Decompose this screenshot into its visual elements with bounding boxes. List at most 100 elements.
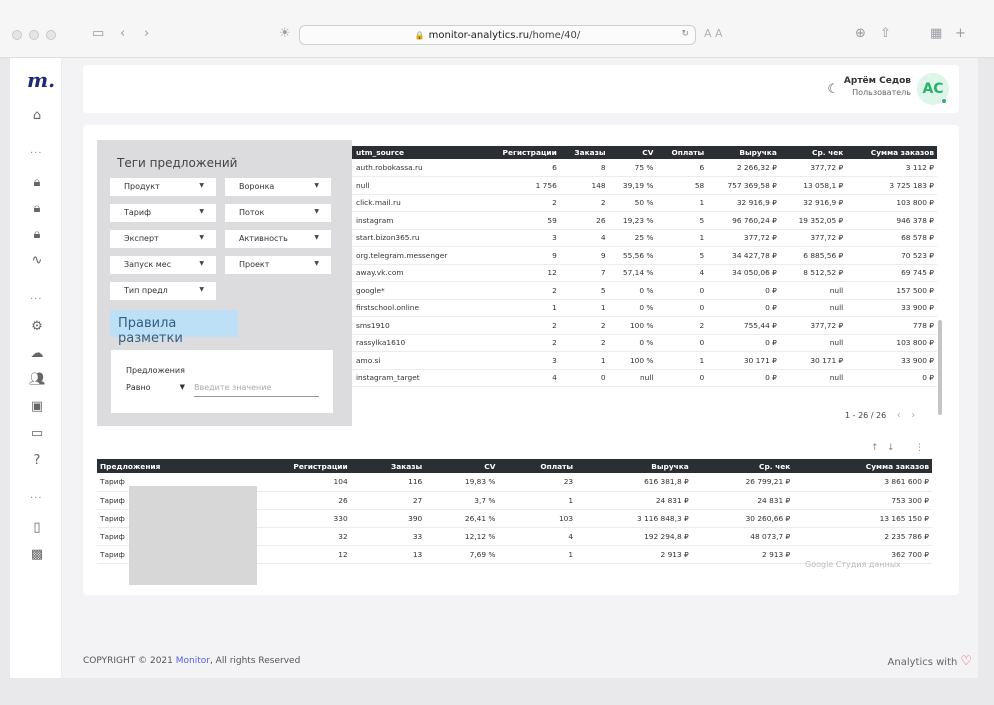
table-cell: 377,72 ₽ [779, 316, 847, 335]
cloud-icon[interactable]: ☁ [30, 346, 44, 361]
lock-icon[interactable]: 🔒︎ [33, 175, 41, 190]
table-row[interactable]: click.mail.ru 2 2 50 % 1 32 916,9 ₽32 916,9 ₽… [352, 194, 937, 212]
dropdown-project[interactable]: Проект ▼ [225, 256, 331, 274]
offer-value-input[interactable]: Введите значение [194, 383, 319, 397]
column-header[interactable]: Предложения [97, 459, 230, 473]
table-row[interactable]: null 1 756 148 39,19 % 58 757 369,58 ₽13 058,… [352, 176, 937, 195]
table-row[interactable]: instagram 59 26 19,23 % 5 96 760,24 ₽19 352,0… [352, 211, 937, 230]
sort-up-icon[interactable]: ↑ [871, 443, 879, 453]
table-cell: 32 916,9 ₽ [779, 194, 847, 212]
avatar[interactable]: AC [917, 73, 949, 105]
table-cell: 2 [559, 316, 609, 335]
lock-icon[interactable]: 🔒︎ [33, 227, 41, 242]
column-header[interactable]: Ср. чек [691, 459, 794, 473]
column-header[interactable]: Оплаты [656, 146, 708, 159]
column-header[interactable]: utm_source [352, 146, 481, 159]
table-cell: 30 260,66 ₽ [691, 509, 794, 529]
table-row[interactable]: instagram_target 4 0 null 0 0 ₽ null 0 ₽ [352, 369, 937, 387]
zoom-window-button[interactable] [46, 30, 56, 40]
table-row[interactable]: sms1910 2 2 100 % 2 755,44 ₽377,72 ₽778 ₽ [352, 316, 937, 335]
table-cell: 377,72 ₽ [779, 159, 847, 177]
column-header[interactable]: Ср. чек [779, 146, 847, 159]
table-row[interactable]: org.telegram.messenger 9 9 55,56 % 5 34 427,7… [352, 246, 937, 265]
back-icon[interactable]: ‹ [120, 26, 126, 41]
lock-icon[interactable]: 🔒︎ [33, 201, 41, 216]
brand-link[interactable]: Monitor [175, 656, 210, 666]
column-header[interactable]: Сумма заказов [846, 146, 937, 159]
table-cell: 3 112 ₽ [846, 159, 937, 177]
tabs-icon[interactable]: ▦ [930, 26, 943, 41]
table-cell: 778 ₽ [846, 316, 937, 335]
dropdown-product[interactable]: Продукт ▼ [110, 178, 216, 196]
phone-icon[interactable]: ▯ [33, 520, 41, 535]
brightness-icon[interactable]: ☀ [279, 26, 291, 41]
table-row[interactable]: rassylka1610 2 2 0 % 0 0 ₽ null 103 800 ₽ [352, 334, 937, 352]
column-header[interactable]: Заказы [350, 459, 426, 473]
offer-operator-select[interactable]: Равно ▼ [126, 383, 187, 392]
column-header[interactable]: Сумма заказов [793, 459, 932, 473]
users-icon[interactable]: 👥︎ [29, 372, 46, 387]
qr-icon[interactable]: ▩ [30, 547, 44, 562]
column-header[interactable]: Регистрации [229, 459, 351, 473]
table-row[interactable]: start.bizon365.ru 3 4 25 % 1 377,72 ₽377,72 ₽… [352, 229, 937, 247]
dropdown-tariff[interactable]: Тариф ▼ [110, 204, 216, 222]
next-page-icon[interactable]: › [911, 410, 916, 421]
dropdown-expert[interactable]: Эксперт ▼ [110, 230, 216, 248]
close-window-button[interactable] [12, 30, 22, 40]
table-cell: 13 165 150 ₽ [793, 509, 932, 529]
sort-down-icon[interactable]: ↓ [887, 443, 895, 453]
filters-title: Теги предложений [117, 156, 238, 170]
table-cell: 2 913 ₽ [691, 545, 794, 565]
table-cell: 9 [480, 246, 560, 265]
app-logo[interactable]: m. [27, 68, 56, 92]
table-row[interactable]: google* 2 5 0 % 0 0 ₽ null 157 500 ₽ [352, 281, 937, 300]
caret-down-icon: ▼ [314, 208, 319, 215]
forward-icon[interactable]: › [144, 26, 150, 41]
table-scrollbar[interactable] [938, 320, 942, 415]
dropdown-activity[interactable]: Активность ▼ [225, 230, 331, 248]
reader-icons[interactable]: A A [704, 27, 723, 40]
column-header[interactable]: CV [608, 146, 657, 159]
column-header[interactable]: CV [425, 459, 499, 473]
more-options-icon[interactable]: ⋮ [915, 443, 924, 453]
table-cell: 0 ₽ [707, 281, 780, 300]
table-row[interactable]: firstschool.online 1 1 0 % 0 0 ₽ null 33 900 ₽ [352, 299, 937, 317]
markup-rules-button[interactable]: Правила разметки [110, 310, 238, 346]
column-header[interactable]: Выручка [576, 459, 692, 473]
share-icon[interactable]: ⇧ [880, 26, 891, 41]
user-info[interactable]: Артём Седов Пользователь [844, 76, 911, 97]
table-row[interactable]: away.vk.com 12 7 57,14 % 4 34 050,06 ₽8 512,5… [352, 264, 937, 282]
column-header[interactable]: Заказы [559, 146, 609, 159]
address-bar[interactable]: 🔒 monitor-analytics.ru /home/40/ ↻ [299, 25, 696, 45]
minimize-window-button[interactable] [29, 30, 39, 40]
board-icon[interactable]: ▣ [30, 399, 44, 414]
prev-page-icon[interactable]: ‹ [896, 410, 901, 421]
monitor-icon[interactable]: ▭ [30, 426, 44, 441]
filters-panel: Теги предложений Продукт ▼ Воронка ▼ Тариф… [97, 140, 352, 426]
caret-down-icon: ▼ [314, 260, 319, 267]
activity-icon[interactable]: ∿ [31, 253, 43, 268]
column-header[interactable]: Выручка [707, 146, 780, 159]
dropdown-launch-month[interactable]: Запуск мес ▼ [110, 256, 216, 274]
column-header[interactable]: Оплаты [498, 459, 577, 473]
moon-icon[interactable]: ☾ [827, 82, 839, 97]
column-header[interactable]: Регистрации [480, 146, 560, 159]
table-cell: 0 [559, 369, 609, 387]
help-icon[interactable]: ? [33, 453, 41, 468]
table-cell: 26,41 % [425, 509, 499, 529]
download-icon[interactable]: ⊕ [855, 26, 866, 41]
table-cell: 4 [656, 264, 708, 282]
dropdown-offer-type[interactable]: Тип предл ▼ [110, 282, 216, 300]
dropdown-funnel[interactable]: Воронка ▼ [225, 178, 331, 196]
sidebar-toggle-icon[interactable]: ▭ [92, 26, 105, 41]
url-domain: monitor-analytics.ru [428, 29, 530, 41]
redacted-block [129, 486, 257, 585]
table-cell: 753 300 ₽ [793, 491, 932, 510]
table-row[interactable]: auth.robokassa.ru 6 8 75 % 6 2 266,32 ₽377,72… [352, 159, 937, 177]
home-icon[interactable]: ⌂ [32, 108, 42, 123]
table-row[interactable]: amo.si 3 1 100 % 1 30 171 ₽30 171 ₽33 900 ₽ [352, 351, 937, 370]
reload-icon[interactable]: ↻ [681, 29, 689, 39]
new-tab-icon[interactable]: + [955, 26, 966, 41]
dropdown-stream[interactable]: Поток ▼ [225, 204, 331, 222]
settings-icon[interactable]: ⚙ [31, 319, 43, 334]
